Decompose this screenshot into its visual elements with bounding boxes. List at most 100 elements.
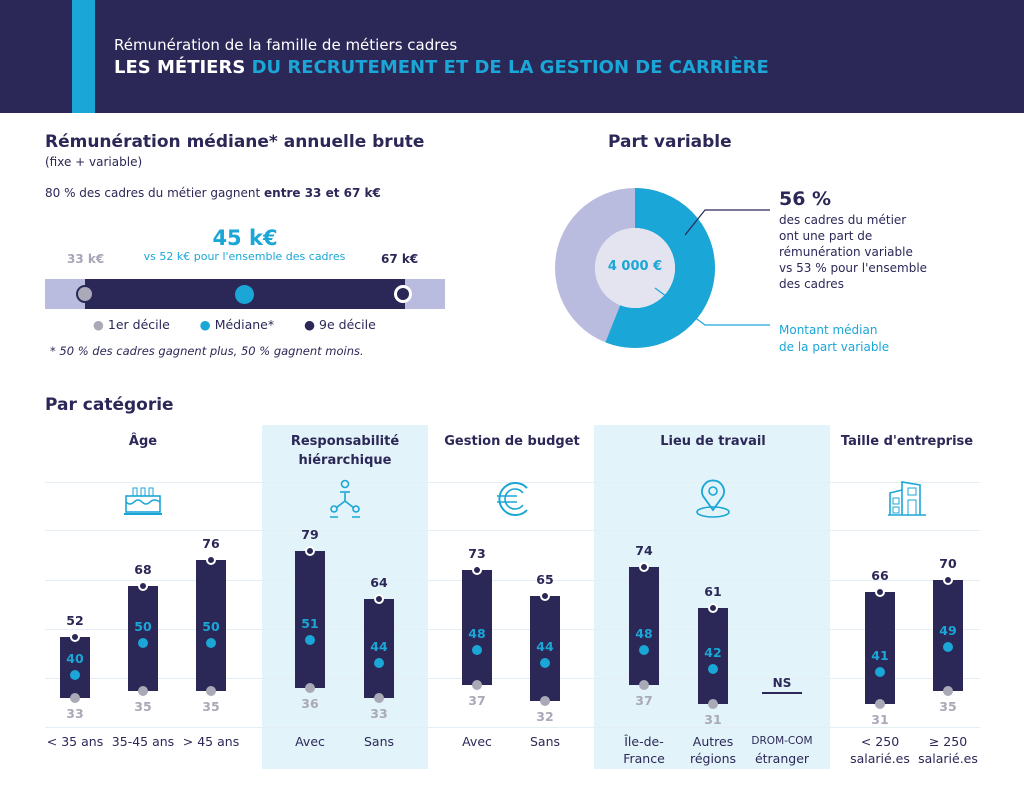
variable-pct: 56 % (779, 188, 832, 210)
d9-marker (540, 590, 550, 601)
category-title: Lieu de travail (623, 432, 803, 451)
median-marker (639, 644, 649, 655)
median-value: 50 (202, 619, 220, 635)
category-title-line: Gestion de budget (444, 434, 580, 449)
categories-heading: Par catégorie (45, 395, 174, 415)
d1-value: 35 (939, 699, 957, 715)
category-label-line: salarié.es (918, 751, 978, 766)
category-label: ≥ 250 salarié.es (908, 733, 988, 767)
d9-value: 64 (370, 574, 388, 590)
d9-marker (708, 603, 718, 614)
birthday-cake-icon (122, 478, 164, 520)
category-title: Taille d'entreprise (817, 432, 997, 451)
salary-range-text: 80 % des cadres du métier gagnent entre … (45, 186, 381, 200)
d9-label: 67 k€ (381, 252, 419, 266)
d1-marker (708, 698, 718, 709)
d1-marker (76, 285, 94, 303)
range-bar (60, 637, 90, 698)
median-value: 48 (635, 625, 653, 641)
hierarchy-icon (324, 478, 366, 520)
d9-value: 70 (939, 555, 957, 571)
category-label-line: < 35 ans (46, 734, 104, 749)
category-title: Gestion de budget (422, 432, 602, 451)
category-label-line: salarié.es (850, 751, 910, 766)
median-compare: vs 52 k€ pour l'ensemble des cadres (143, 250, 346, 263)
desc-line: vs 53 % pour l'ensemble (779, 261, 928, 275)
note-line: de la part variable (779, 340, 890, 354)
header-subtitle: Rémunération de la famille de métiers ca… (114, 36, 458, 54)
category-label: Sans (505, 733, 585, 750)
note-line: Montant médian (779, 323, 878, 337)
d1-marker (540, 695, 550, 706)
d9-value: 74 (635, 542, 653, 558)
d1-value: 32 (536, 708, 554, 724)
gridline (45, 580, 980, 581)
median-marker (708, 663, 718, 674)
category-label-line: Avec (462, 734, 492, 749)
median-marker (472, 644, 482, 655)
category-label-line: 35-45 ans (111, 734, 175, 749)
d1-value: 35 (202, 699, 220, 715)
salary-legend: ● 1er décile ● Médiane* ● 9e décile (93, 317, 376, 332)
range-bar (530, 595, 560, 701)
d9-marker (875, 587, 885, 598)
d9-value: 61 (704, 584, 722, 600)
category-label-line: DROM-COM (751, 735, 813, 747)
d9-marker (206, 555, 216, 566)
d1-marker (943, 686, 953, 697)
d9-value: 65 (536, 571, 554, 587)
d1-value: 33 (66, 705, 84, 721)
d9-value: 52 (66, 613, 84, 628)
d1-marker (875, 698, 885, 709)
d9-marker (374, 593, 384, 604)
d1-value: 37 (468, 692, 486, 708)
category-label-line: > 45 ans (182, 734, 240, 749)
range-bold: entre 33 et 67 k€ (264, 186, 381, 200)
variable-note: Montant médian de la part variable (779, 322, 889, 356)
title-bold: LES MÉTIERS (114, 57, 246, 78)
d1-marker (70, 692, 80, 703)
median-marker (70, 670, 80, 681)
buildings-icon (886, 478, 928, 520)
d9-marker (70, 632, 80, 642)
d9-marker (472, 565, 482, 575)
desc-line: des cadres du métier (779, 213, 907, 227)
median-marker (374, 657, 384, 668)
category-label: Avec (437, 733, 517, 750)
category-label-line: étranger (754, 751, 810, 766)
gridline (45, 629, 980, 630)
category-label: Île-de- France (604, 733, 684, 767)
median-value: 50 (134, 619, 152, 635)
category-label: > 45 ans (171, 733, 251, 750)
d9-value: 79 (301, 526, 319, 542)
salary-footnote: * 50 % des cadres gagnent plus, 50 % gag… (50, 344, 364, 358)
d1-marker (374, 692, 384, 703)
median-value: 42 (704, 644, 722, 660)
d1-value: 33 (370, 705, 388, 721)
median-value: 44 (536, 638, 554, 654)
median-value: 49 (939, 622, 957, 638)
median-value: 44 (370, 638, 388, 654)
legend-d9-label: 9e décile (319, 317, 376, 332)
d9-marker (305, 545, 315, 556)
note-leader-line (654, 287, 770, 326)
legend-d1: ● 1er décile (93, 317, 170, 332)
range-bar (933, 579, 963, 692)
category-title: Responsabilité hiérarchique (255, 432, 435, 470)
category-label-line: régions (689, 751, 737, 766)
category-label-line: ≥ 250 (928, 734, 968, 749)
euro-icon (491, 478, 533, 520)
title-accent: DU RECRUTEMENT ET DE LA GESTION DE CARRI… (251, 57, 769, 78)
ns-label: NS (762, 676, 802, 694)
category-label: Autres régions (673, 733, 753, 767)
d9-marker (138, 580, 148, 591)
median-value: 45 k€ (212, 226, 278, 250)
d1-value: 31 (704, 711, 722, 727)
pct-leader-line (684, 209, 770, 236)
median-marker (943, 641, 953, 652)
gridline (45, 678, 980, 679)
range-bar (698, 608, 728, 704)
median-marker (875, 667, 885, 678)
range-bar (629, 566, 659, 685)
desc-line: des cadres (779, 277, 844, 291)
